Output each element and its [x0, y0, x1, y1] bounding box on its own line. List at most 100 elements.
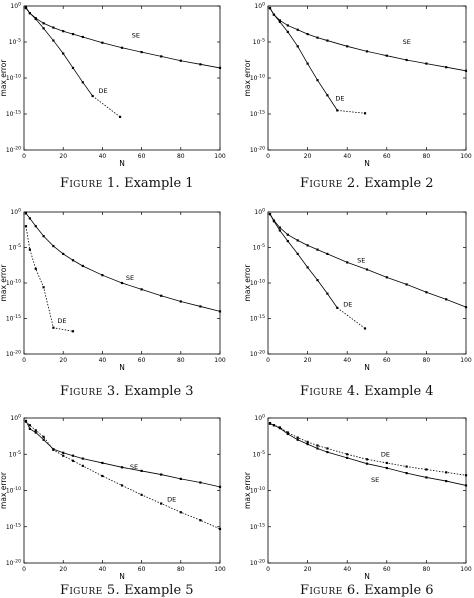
- data-point-se: [326, 252, 329, 255]
- data-point-se: [71, 454, 75, 457]
- data-point-se: [464, 484, 468, 487]
- series-annotation: DE: [343, 300, 352, 308]
- series-line-se: [25, 213, 221, 312]
- series-line-de-dashed: [337, 307, 366, 329]
- data-point-se: [140, 288, 143, 291]
- caption-prefix: Figure 1.: [60, 176, 120, 191]
- series-annotation: SE: [126, 274, 134, 282]
- y-tick-label: 10-15: [6, 110, 21, 119]
- x-tick-label: 80: [423, 357, 431, 364]
- data-point-de: [385, 461, 388, 465]
- data-point-de: [91, 94, 94, 98]
- data-point-se: [405, 283, 408, 286]
- data-point-se: [101, 461, 104, 465]
- data-point-de: [101, 474, 104, 478]
- data-point-se: [179, 59, 182, 62]
- data-point-se: [306, 443, 309, 446]
- y-tick-label: 10-15: [6, 314, 21, 323]
- caption-figure-6: Figure 6. Example 6: [300, 583, 434, 598]
- data-point-se: [286, 432, 289, 436]
- data-point-de: [81, 464, 84, 467]
- data-point-se: [52, 244, 55, 248]
- data-point-se: [218, 66, 222, 70]
- data-point-se: [218, 485, 222, 488]
- data-point-se: [34, 431, 37, 434]
- data-point-de: [140, 493, 143, 496]
- data-point-se: [34, 225, 37, 228]
- data-point-de: [118, 115, 122, 118]
- y-axis-label: max error: [0, 59, 8, 97]
- data-point-se: [278, 226, 281, 229]
- data-point-de: [296, 436, 299, 439]
- data-point-se: [71, 259, 75, 262]
- data-point-de: [306, 266, 309, 269]
- data-point-de: [34, 267, 37, 270]
- x-tick-label: 0: [266, 566, 270, 573]
- data-point-de: [81, 81, 84, 84]
- x-tick-label: 40: [343, 357, 351, 364]
- data-point-de: [316, 79, 319, 82]
- data-point-de: [272, 13, 276, 16]
- series-line-de: [269, 422, 467, 476]
- data-point-se: [385, 54, 388, 57]
- data-point-se: [42, 22, 45, 25]
- data-point-se: [140, 50, 143, 54]
- series-annotation: SE: [403, 38, 411, 46]
- data-point-de: [71, 66, 75, 70]
- series-line-de: [25, 421, 221, 530]
- data-point-se: [199, 63, 202, 66]
- data-point-de: [179, 511, 182, 514]
- data-point-de: [120, 484, 124, 487]
- data-point-se: [218, 310, 222, 313]
- series-line-se: [25, 420, 221, 488]
- series-annotation: DE: [98, 87, 107, 95]
- data-point-se: [326, 39, 329, 42]
- plot-frame: [267, 5, 467, 151]
- data-point-se: [24, 212, 28, 215]
- x-tick-label: 100: [214, 566, 226, 573]
- data-point-de: [42, 435, 45, 438]
- data-point-de: [336, 306, 339, 309]
- data-point-se: [365, 50, 369, 53]
- caption-prefix: Figure 4.: [300, 384, 360, 399]
- y-tick-label: 10-5: [253, 243, 265, 252]
- series-annotation: SE: [132, 32, 140, 40]
- data-point-se: [42, 438, 45, 441]
- y-tick-label: 100: [10, 208, 21, 217]
- data-point-de: [316, 279, 319, 282]
- x-tick-label: 100: [460, 153, 472, 160]
- series-line-se: [25, 7, 221, 69]
- series-line-de: [25, 226, 74, 332]
- data-point-se: [346, 45, 349, 48]
- data-point-de: [28, 248, 31, 251]
- x-tick-label: 60: [138, 357, 146, 364]
- x-axis-label: N: [364, 363, 370, 372]
- data-point-de: [296, 45, 299, 48]
- y-tick-label: 10-5: [253, 38, 265, 47]
- x-tick-label: 20: [59, 566, 67, 573]
- y-tick-label: 10-20: [250, 146, 265, 155]
- x-tick-label: 80: [177, 357, 185, 364]
- data-point-de: [24, 225, 28, 228]
- data-point-de: [286, 240, 289, 243]
- y-tick-label: 10-15: [250, 110, 265, 119]
- caption-figure-3: Figure 3. Example 3: [60, 384, 194, 399]
- y-tick-label: 100: [10, 414, 21, 423]
- data-point-se: [316, 248, 319, 251]
- x-tick-label: 20: [304, 566, 312, 573]
- x-axis-label: N: [364, 572, 370, 581]
- y-tick-label: 10-20: [250, 350, 265, 359]
- data-point-de: [199, 519, 202, 522]
- data-point-de: [326, 94, 329, 97]
- data-point-de: [346, 453, 349, 456]
- data-point-se: [425, 476, 428, 479]
- data-point-se: [445, 298, 448, 301]
- y-tick-label: 10-10: [250, 74, 265, 83]
- data-point-se: [120, 466, 124, 469]
- data-point-se: [316, 447, 319, 450]
- data-point-de: [272, 424, 276, 427]
- data-point-se: [385, 466, 388, 470]
- data-point-se: [346, 456, 349, 459]
- data-point-de: [52, 448, 55, 451]
